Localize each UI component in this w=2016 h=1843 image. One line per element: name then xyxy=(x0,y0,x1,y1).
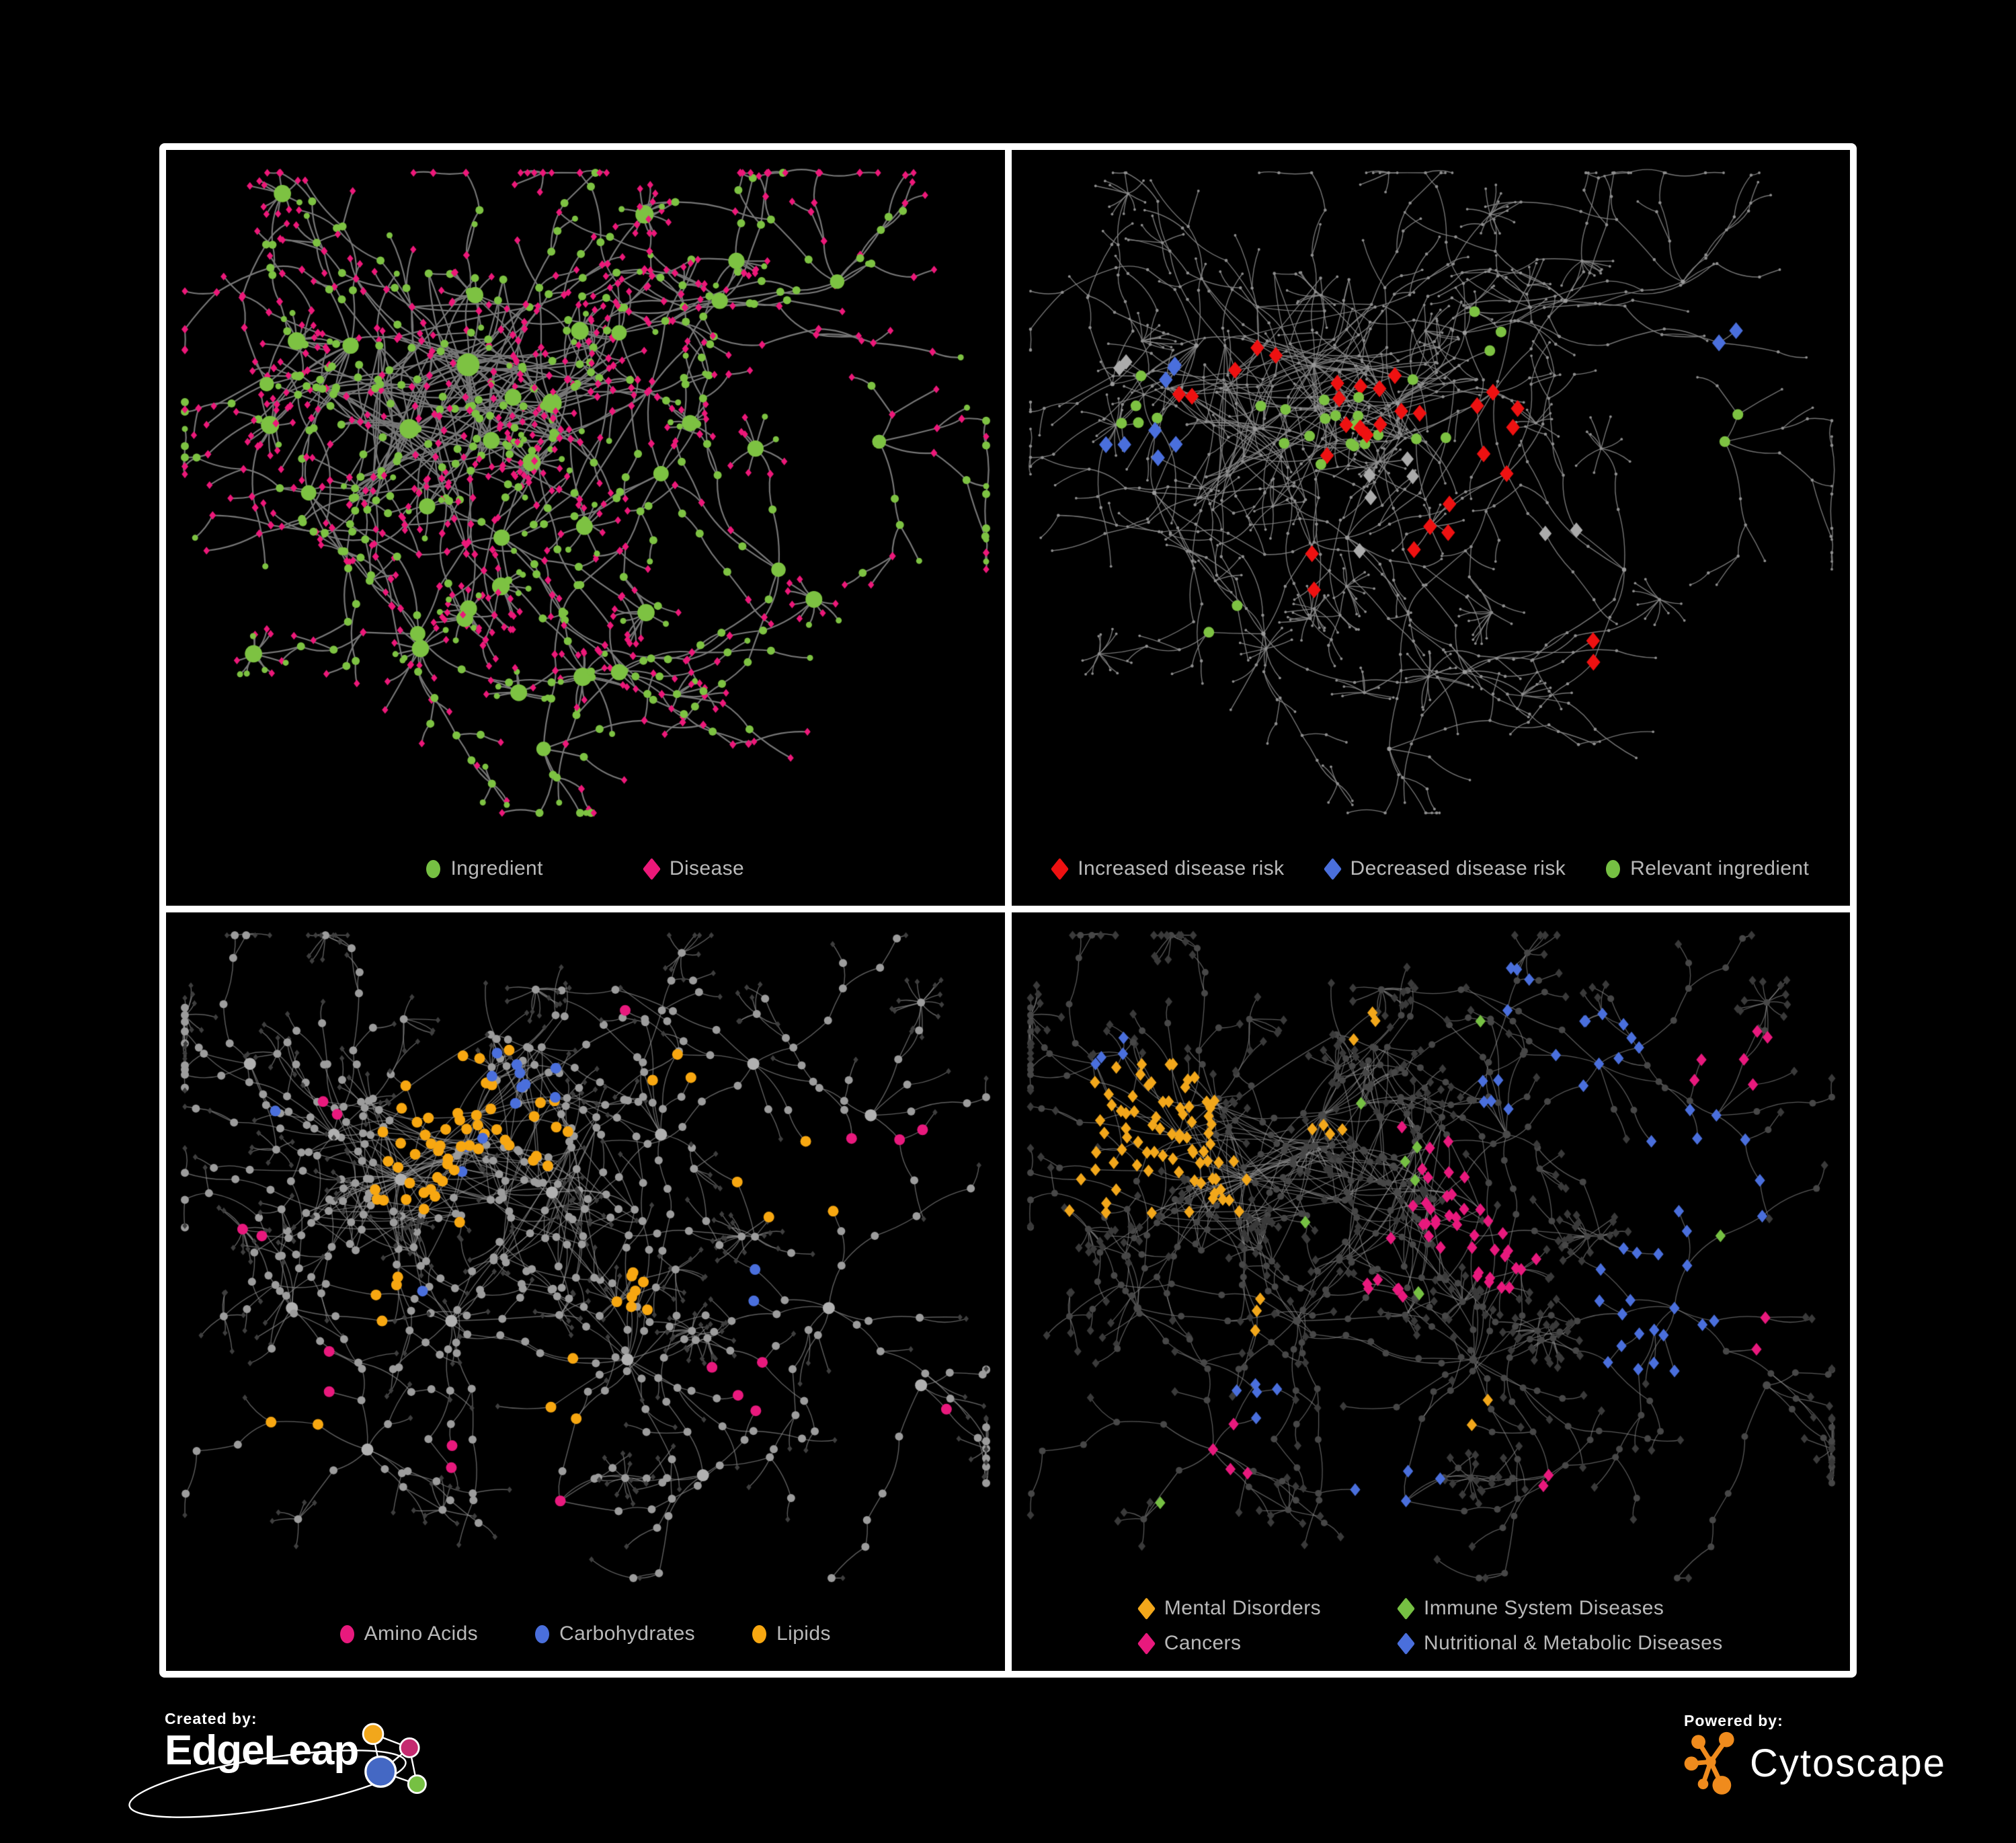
legend-label: Mental Disorders xyxy=(1164,1597,1321,1619)
legend-label: Amino Acids xyxy=(364,1622,479,1645)
legend-label: Disease xyxy=(669,857,745,879)
circle-marker-icon xyxy=(1606,859,1621,878)
legend-item: Nutritional & Metabolic Diseases xyxy=(1397,1632,1723,1655)
edgeleap-logo-icon xyxy=(362,1723,428,1794)
legend-item: Lipids xyxy=(752,1622,831,1645)
diamond-marker-icon xyxy=(1137,1632,1156,1655)
legend-item: Mental Disorders xyxy=(1137,1597,1321,1620)
legend-item: Amino Acids xyxy=(339,1622,479,1645)
nutrient-classes-network-canvas xyxy=(166,912,1005,1671)
legend-label: Relevant ingredient xyxy=(1630,857,1810,879)
legend-item: Carbohydrates xyxy=(535,1622,695,1645)
disease-risk-network-canvas xyxy=(1011,150,1850,906)
ingredient-disease-legend: Ingredient Disease xyxy=(166,857,1005,880)
edgeleap-credit: Created by: EdgeLeap xyxy=(128,1710,514,1818)
circle-marker-icon xyxy=(535,1624,550,1643)
legend-label: Decreased disease risk xyxy=(1350,857,1566,879)
circle-marker-icon xyxy=(752,1624,767,1643)
cytoscape-logo-icon xyxy=(1684,1731,1734,1795)
created-by-label: Created by: xyxy=(165,1710,257,1727)
legend-label: Ingredient xyxy=(450,857,543,879)
diamond-marker-icon xyxy=(642,857,661,880)
panel-disease-risk: Increased disease risk Decreased disease … xyxy=(1011,150,1851,906)
legend-label: Cancers xyxy=(1164,1632,1242,1654)
ingredient-disease-network-canvas xyxy=(166,150,1005,906)
powered-by-label: Powered by: xyxy=(1684,1712,1783,1729)
diamond-marker-icon xyxy=(1137,1597,1156,1620)
panel-grid: Ingredient Disease Increased disease risk… xyxy=(159,143,1857,1678)
legend-label: Lipids xyxy=(776,1622,831,1645)
panel-disease-categories: Mental Disorders Immune System Diseases Ca… xyxy=(1011,912,1851,1671)
diamond-marker-icon xyxy=(1397,1632,1415,1655)
legend-item: Ingredient xyxy=(426,857,542,880)
legend-label: Increased disease risk xyxy=(1078,857,1285,879)
disease-categories-legend: Mental Disorders Immune System Diseases Ca… xyxy=(1012,1597,1851,1655)
legend-label: Nutritional & Metabolic Diseases xyxy=(1424,1632,1723,1654)
edgeleap-wordmark: EdgeLeap xyxy=(165,1727,359,1774)
diamond-marker-icon xyxy=(1397,1597,1415,1620)
legend-label: Carbohydrates xyxy=(559,1622,696,1645)
circle-marker-icon xyxy=(339,1624,354,1643)
diamond-marker-icon xyxy=(1323,857,1342,880)
legend-item: Cancers xyxy=(1137,1632,1321,1655)
legend-item: Increased disease risk xyxy=(1051,857,1285,880)
legend-item: Immune System Diseases xyxy=(1397,1597,1723,1620)
disease-risk-legend: Increased disease risk Decreased disease … xyxy=(1012,857,1851,880)
disease-categories-network-canvas xyxy=(1011,912,1850,1671)
nutrient-classes-legend: Amino Acids Carbohydrates Lipids xyxy=(166,1622,1005,1645)
circle-marker-icon xyxy=(426,859,441,878)
legend-label: Immune System Diseases xyxy=(1424,1597,1664,1619)
legend-item: Relevant ingredient xyxy=(1606,857,1809,880)
diamond-marker-icon xyxy=(1051,857,1070,880)
legend-item: Disease xyxy=(642,857,745,880)
cytoscape-credit: Powered by: Cytoscape xyxy=(1684,1712,1946,1799)
cytoscape-wordmark: Cytoscape xyxy=(1750,1741,1947,1785)
panel-ingredient-disease: Ingredient Disease xyxy=(166,150,1005,906)
legend-item: Decreased disease risk xyxy=(1323,857,1566,880)
panel-nutrient-classes: Amino Acids Carbohydrates Lipids xyxy=(166,912,1005,1671)
